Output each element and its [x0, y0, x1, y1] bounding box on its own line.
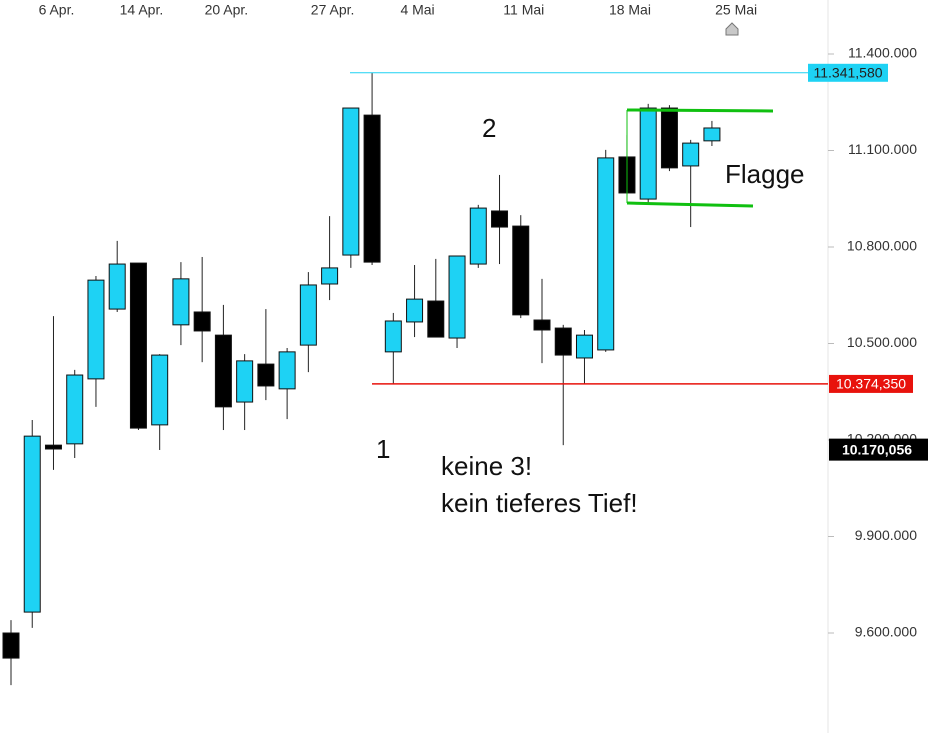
candle: [363, 72, 381, 266]
y-tick-label: 11.100.000: [848, 141, 917, 157]
candle: [427, 258, 445, 338]
candle-body: [406, 298, 424, 323]
price-label: 10.374,350: [836, 376, 906, 392]
candle-body: [214, 334, 232, 408]
candle: [639, 103, 657, 203]
candle-body: [639, 107, 657, 200]
candle: [193, 256, 211, 363]
candle: [278, 348, 296, 420]
candle: [214, 304, 232, 431]
candle: [236, 354, 254, 431]
grid: 9.600.0009.900.00010.200.00010.500.00010…: [39, 2, 918, 640]
candle: [257, 309, 275, 401]
candle-body: [278, 351, 296, 390]
candle-body: [87, 279, 105, 380]
candle-body: [554, 327, 572, 356]
candle: [342, 107, 360, 268]
x-tick-label: 4 Mai: [400, 2, 434, 18]
annotation: 2: [482, 113, 496, 143]
candle-body: [236, 360, 254, 403]
candle-body: [66, 374, 84, 445]
last-price-box: [829, 438, 928, 461]
candle: [491, 174, 509, 265]
candle: [575, 329, 593, 384]
x-tick-label: 14 Apr.: [120, 2, 164, 18]
annotation: Flagge: [725, 159, 805, 189]
candle: [512, 215, 530, 319]
candle: [448, 255, 466, 349]
candle-body: [597, 157, 615, 351]
candle: [703, 120, 721, 146]
candle: [23, 420, 41, 628]
candle-body: [575, 334, 593, 359]
candle-body: [151, 354, 169, 426]
x-tick-label: 27 Apr.: [311, 2, 355, 18]
candle: [172, 262, 190, 346]
candle: [44, 316, 62, 470]
candle-body: [299, 284, 317, 346]
last-price-label: 10.170,056: [842, 441, 912, 457]
x-tick-label: 25 Mai: [715, 2, 757, 18]
candle: [2, 620, 20, 686]
candle-body: [257, 363, 275, 387]
candle-body: [44, 444, 62, 450]
candle-body: [2, 632, 20, 659]
candle-body: [172, 278, 190, 326]
candle: [533, 278, 551, 364]
price-label-box: [808, 63, 888, 82]
candle-body: [512, 225, 530, 316]
candle: [151, 354, 169, 450]
candle-body: [660, 107, 678, 169]
y-tick-label: 9.900.000: [855, 527, 917, 543]
candle: [108, 240, 126, 312]
annotation: 1: [376, 434, 390, 464]
candle-body: [703, 127, 721, 142]
candle-body: [427, 300, 445, 338]
candle: [660, 105, 678, 172]
y-tick-label: 9.600.000: [855, 624, 917, 640]
annotation: keine 3!: [441, 451, 532, 481]
candle-body: [129, 262, 147, 429]
candle: [406, 265, 424, 338]
candle-body: [108, 263, 126, 310]
overlay: 11.341,580 10.374,350 10.170,056: [350, 63, 928, 461]
flag-line-top: [626, 108, 774, 113]
y-tick-label: 10.500.000: [847, 334, 917, 350]
annotation: kein tieferes Tief!: [441, 488, 638, 518]
scroll-marker[interactable]: [725, 22, 739, 36]
candle-body: [682, 142, 700, 167]
candle: [321, 216, 339, 301]
candle-body: [491, 210, 509, 228]
candle-body: [193, 311, 211, 332]
price-label-box: [829, 374, 913, 393]
candle: [554, 324, 572, 446]
price-label: 11.341,580: [813, 64, 882, 80]
candle: [299, 272, 317, 373]
candle: [597, 149, 615, 352]
candle: [66, 369, 84, 459]
candle-body: [384, 320, 402, 353]
x-tick-label: 20 Apr.: [205, 2, 249, 18]
candle: [87, 275, 105, 407]
candle: [129, 262, 147, 431]
candle-body: [23, 435, 41, 613]
candle-body: [533, 319, 551, 331]
candle-body: [363, 114, 381, 263]
candle-body: [342, 107, 360, 256]
x-tick-label: 6 Apr.: [39, 2, 75, 18]
flag-line-bottom: [626, 201, 754, 208]
candle: [384, 312, 402, 384]
x-tick-label: 11 Mai: [503, 2, 544, 18]
candle-body: [321, 267, 339, 285]
candle-body: [448, 255, 466, 339]
y-tick-label: 11.400.000: [848, 45, 917, 61]
candles: [2, 72, 721, 686]
x-tick-label: 18 Mai: [609, 2, 651, 18]
candle-body: [469, 207, 487, 265]
candle: [469, 204, 487, 268]
y-tick-label: 10.800.000: [847, 238, 917, 254]
candle: [682, 139, 700, 228]
